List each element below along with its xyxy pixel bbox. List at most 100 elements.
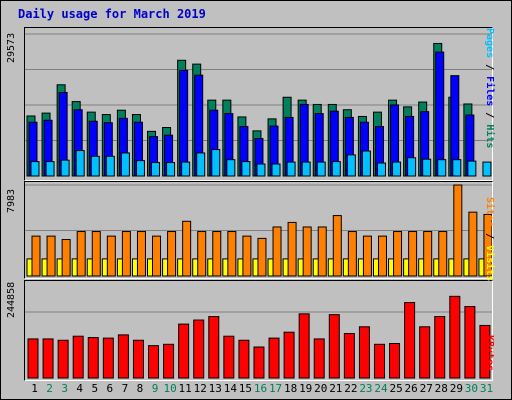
x-tick-label: 15 [238,382,253,395]
kbytes-bar-14 [223,335,235,379]
legend-sep-2: / [484,106,495,125]
mid-legend: Sites / Visits [484,197,495,281]
x-tick-label: 25 [389,382,403,395]
pages-bar-23 [361,150,371,177]
hits-files-pages-panel [24,27,493,181]
sites-bar-24 [377,235,387,277]
sites-bar-2 [46,235,56,277]
x-tick-label: 12 [193,382,207,395]
top-ymax-label: 29573 [6,32,17,63]
sites-bar-12 [197,231,207,277]
pages-bar-19 [301,161,311,177]
pages-bar-18 [286,161,296,177]
kbytes-bar-27 [419,326,431,379]
kbytes-bar-8 [132,339,144,379]
pages-bar-24 [376,162,386,177]
x-tick-label: 27 [419,382,433,395]
pages-bar-1 [30,161,40,177]
sites-bar-15 [242,235,252,277]
kbytes-bar-17 [268,337,280,379]
sites-bar-26 [408,231,418,277]
x-tick-label: 9 [151,382,159,395]
x-tick-label: 16 [253,382,268,395]
kbytes-bar-5 [87,337,99,379]
pages-bar-30 [467,160,477,177]
sites-bar-21 [332,215,342,277]
sites-bar-27 [423,231,433,277]
kbytes-bar-16 [253,346,265,379]
kbytes-bar-10 [163,343,175,379]
kbytes-bar-29 [449,295,461,379]
pages-bar-12 [196,152,206,177]
x-tick-label: 1 [31,382,38,395]
kbytes-bar-25 [389,342,401,379]
x-tick-label: 10 [163,382,177,395]
pages-bar-26 [407,157,417,177]
x-tick-label: 30 [464,382,479,395]
sites-bar-4 [76,231,86,277]
sites-bar-16 [257,237,267,277]
chart-title: Daily usage for March 2019 [18,7,206,21]
legend-sep-1: / [484,58,495,77]
x-tick-label: 5 [91,382,99,395]
pages-bar-4 [75,150,85,177]
pages-bar-21 [331,161,341,177]
x-tick-label: 13 [208,382,222,395]
sites-bar-17 [272,226,282,277]
kbytes-bar-11 [178,323,190,379]
pages-bar-11 [181,161,191,177]
pages-bar-5 [90,155,100,177]
kbytes-bar-3 [57,339,69,379]
pages-bar-15 [241,161,251,177]
kbytes-bar-26 [404,302,416,379]
kbytes-bar-6 [102,337,114,379]
pages-bar-10 [166,162,176,177]
pages-bar-29 [452,159,462,177]
sites-bar-23 [362,235,372,277]
x-tick-label: 20 [314,382,328,395]
pages-bar-7 [120,152,130,177]
kbytes-panel [24,280,493,381]
kbytes-bar-7 [117,334,129,379]
kbytes-bar-31 [479,324,491,379]
x-tick-label: 29 [449,382,463,395]
visits-sites-panel [24,181,493,279]
kbytes-bar-19 [298,313,310,379]
x-tick-label: 26 [404,382,418,395]
sites-bar-6 [106,235,116,277]
pages-bar-28 [437,159,447,177]
legend-pages: Pages [484,28,495,59]
x-tick-label: 22 [344,382,358,395]
files-bar-28 [435,51,445,177]
legend-visits: Visits [484,245,495,282]
mid-ymax-label: 7983 [6,188,17,213]
x-tick-label: 17 [268,382,283,395]
x-tick-label: 7 [121,382,129,395]
kbytes-bar-13 [208,316,220,379]
kbytes-bar-28 [434,316,446,379]
kbytes-bar-21 [328,314,340,379]
kbytes-bar-2 [42,338,54,379]
pages-bar-20 [316,161,326,177]
sites-bar-19 [302,226,312,277]
sites-bar-25 [393,231,403,277]
x-tick-label: 14 [223,382,237,395]
pages-bar-31 [482,161,492,177]
pages-bar-22 [346,154,356,177]
kbytes-bar-24 [373,343,385,379]
legend-files: Files [484,76,495,107]
x-tick-label: 8 [136,382,144,395]
sites-bar-22 [347,231,357,277]
sites-bar-5 [91,231,101,277]
legend-sep-3: / [484,227,495,246]
sites-bar-30 [468,211,478,277]
x-tick-label: 3 [61,382,68,395]
pages-bar-14 [226,159,236,177]
sites-bar-14 [227,231,237,277]
pages-bar-2 [45,161,55,177]
x-tick-label: 21 [329,382,343,395]
bot-ymax-label: 244858 [6,281,17,318]
sites-bar-13 [212,231,222,277]
sites-bar-3 [61,239,71,277]
